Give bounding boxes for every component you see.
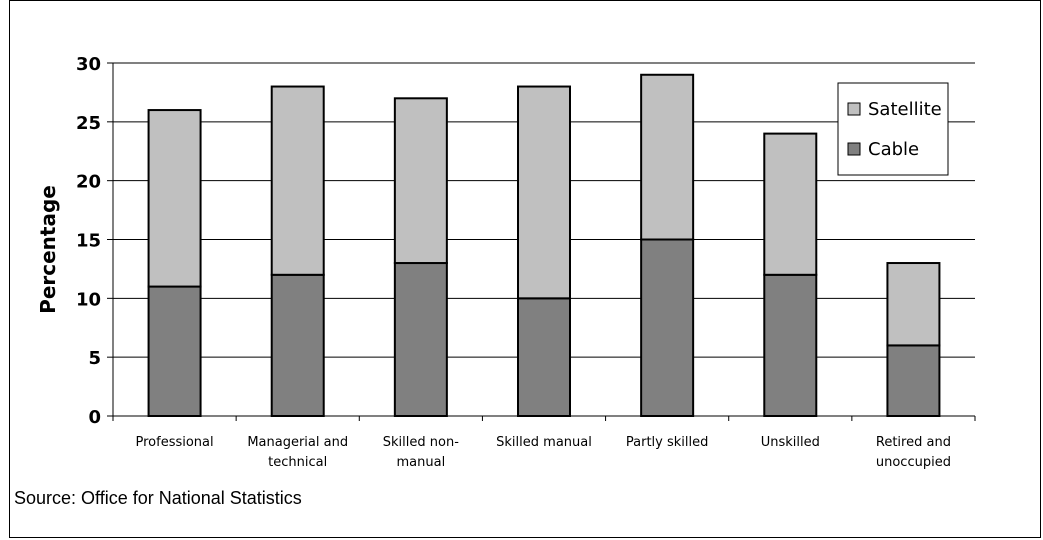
x-tick-label: Managerial and	[247, 435, 348, 450]
legend-label-satellite: Satellite	[868, 99, 942, 120]
legend-label-cable: Cable	[868, 139, 919, 160]
x-tick-label: Skilled manual	[496, 435, 592, 450]
bar-satellite-5	[763, 132, 818, 276]
bar-cable-6	[886, 344, 941, 417]
legend-swatch-satellite	[847, 102, 861, 116]
y-tick-label: 25	[76, 113, 101, 134]
bar-satellite-1	[270, 85, 325, 276]
y-tick-label: 10	[76, 289, 101, 310]
y-tick-label: 15	[76, 231, 101, 252]
bar-cable-0	[147, 285, 202, 418]
bar-cable-3	[517, 297, 571, 418]
y-tick-label: 20	[76, 172, 101, 193]
bar-satellite-4	[640, 73, 695, 241]
y-tick-label: 30	[76, 54, 101, 75]
x-tick-label: Retired and	[876, 435, 951, 450]
bar-cable-1	[270, 273, 325, 417]
x-tick-label: unoccupied	[876, 455, 951, 470]
bar-satellite-2	[393, 97, 448, 265]
source-note: Source: Office for National Statistics	[14, 488, 302, 508]
bar-cable-4	[640, 238, 695, 417]
x-tick-label: Partly skilled	[626, 435, 709, 450]
x-tick-label: Professional	[136, 435, 214, 450]
bar-satellite-0	[147, 109, 202, 288]
legend-swatch-cable	[847, 142, 861, 156]
x-tick-label: technical	[268, 455, 327, 470]
x-tick-label: manual	[397, 455, 446, 470]
y-tick-label: 0	[88, 407, 101, 428]
bar-satellite-6	[886, 262, 941, 347]
x-tick-label: Skilled non-	[383, 435, 459, 450]
legend-box	[837, 82, 949, 176]
bar-cable-5	[763, 273, 818, 417]
bar-satellite-3	[517, 85, 571, 300]
y-axis-label: Percentage	[36, 185, 60, 314]
bar-cable-2	[393, 262, 448, 417]
y-tick-label: 5	[88, 348, 101, 369]
x-tick-label: Unskilled	[761, 435, 820, 450]
